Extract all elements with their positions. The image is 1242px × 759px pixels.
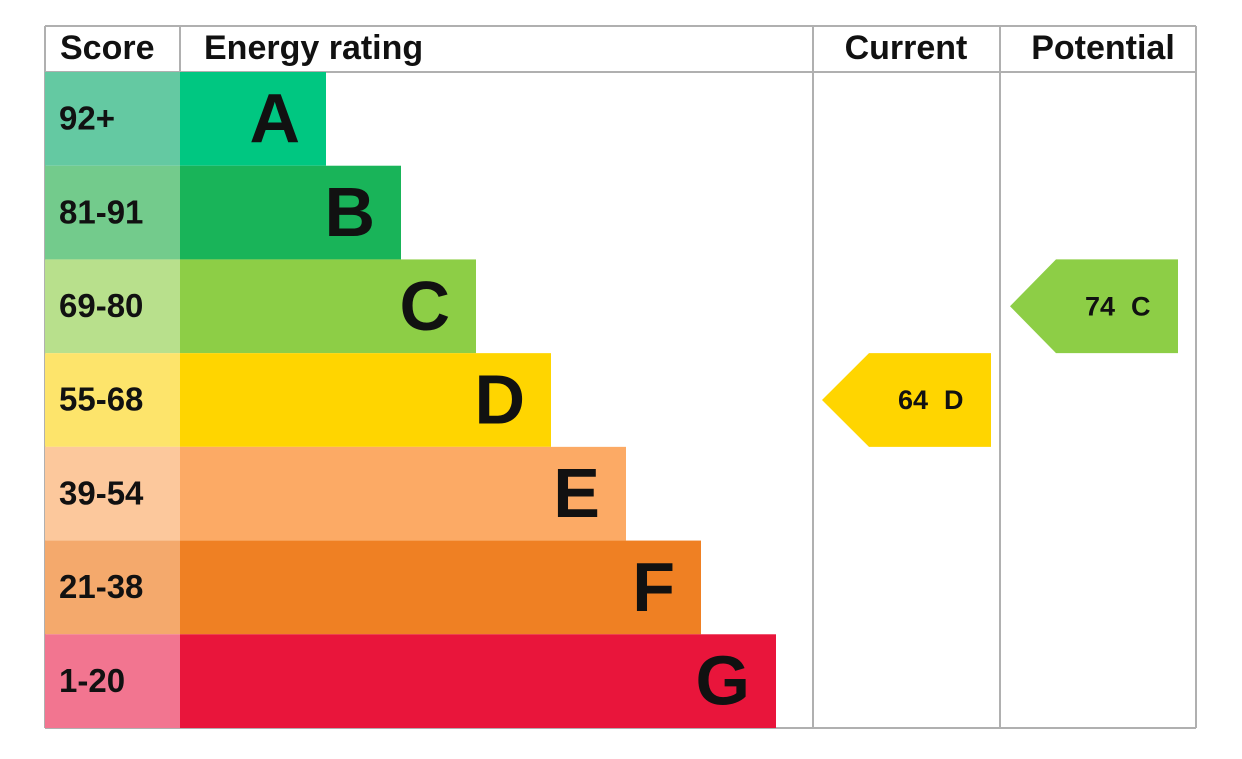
rating-letter: E [553,454,600,532]
header-score: Score [60,29,155,67]
potential-letter: C [1131,291,1151,321]
rating-bar [180,72,326,166]
score-cell [45,165,180,260]
score-label: 1-20 [59,662,125,699]
rating-bar [180,353,551,447]
score-label: 92+ [59,100,115,137]
current-letter: D [944,385,964,415]
score-label: 81-91 [59,193,143,230]
score-cell [45,72,180,166]
rating-letter: D [474,360,525,438]
rating-letter: A [249,79,300,157]
rating-letter: B [324,173,375,251]
score-cell [45,634,180,728]
rating-bar [180,259,476,354]
rating-bar [180,446,626,541]
score-cell [45,353,180,447]
header-potential: Potential [1031,29,1175,67]
potential-value: 74 [1085,291,1115,321]
rating-letter: F [632,548,675,626]
potential-arrow [1010,259,1178,354]
score-label: 55-68 [59,381,143,418]
current-value: 64 [898,385,928,415]
score-cell [45,259,180,354]
current-arrow [822,353,991,447]
header-energy-rating: Energy rating [204,29,423,67]
rating-bar [180,165,401,260]
score-label: 69-80 [59,287,143,324]
score-cell [45,446,180,541]
rating-bar [180,540,701,635]
score-label: 39-54 [59,474,144,511]
header-current: Current [845,29,968,67]
score-cell [45,540,180,635]
rating-bar [180,634,776,728]
rating-letter: C [399,267,450,345]
score-label: 21-38 [59,568,143,605]
rating-letter: G [696,642,750,720]
